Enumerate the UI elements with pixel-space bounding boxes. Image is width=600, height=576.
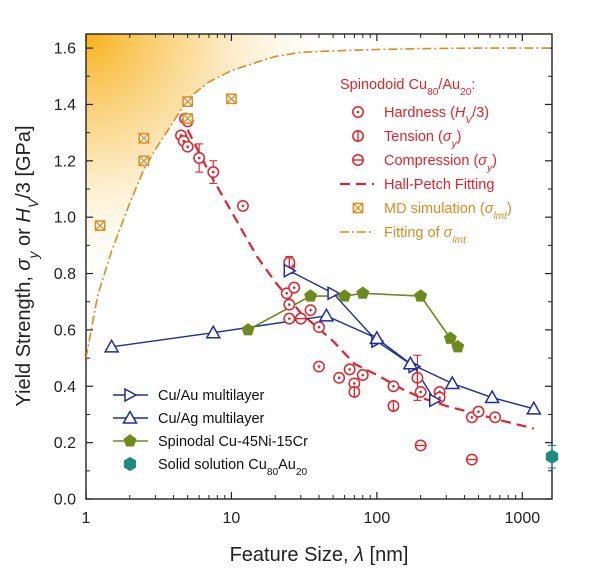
x-tick-label: 100 <box>364 510 391 527</box>
y-tick-label: 0.8 <box>54 266 76 283</box>
md-point <box>138 132 150 144</box>
x-tick-label: 10 <box>223 510 241 527</box>
hardness-point <box>181 140 194 153</box>
tension-point <box>283 256 296 269</box>
tension-point <box>387 400 400 412</box>
y-tick-label: 1.4 <box>54 97 76 114</box>
x-tick-label: 1000 <box>505 510 541 527</box>
hardness-point <box>489 411 502 424</box>
y-tick-label: 0.6 <box>54 322 76 339</box>
legend-label-spinodal: Spinodal Cu-45Ni-15Cr <box>158 434 308 450</box>
cu-ag-point <box>444 375 461 390</box>
hardness-point <box>288 281 301 294</box>
legend-comparison: Cu/Au multilayer Cu/Ag multilayer Spinodal… <box>113 387 308 478</box>
hardness-point <box>313 321 325 334</box>
spinodal-point <box>304 289 318 302</box>
legend-label-compression: Compression (σy) <box>384 153 497 174</box>
spinodal-point <box>443 331 457 344</box>
legend-marker-tension <box>352 130 364 142</box>
spinodal-line <box>247 292 459 348</box>
cu-ag-point <box>103 338 120 353</box>
cu-ag-point <box>369 330 385 345</box>
hardness-point <box>333 371 346 384</box>
hardness-point <box>304 304 317 317</box>
legend-label-tension: Tension (σy) <box>384 129 462 150</box>
legend-label-solid: Solid solution Cu80Au20 <box>158 457 307 478</box>
md-point <box>138 155 150 167</box>
y-tick-label: 1.0 <box>54 210 76 227</box>
cu-ag-point <box>526 400 542 415</box>
hardness-point <box>472 405 485 418</box>
legend-marker-cu-ag <box>122 409 138 424</box>
compression-point <box>465 453 478 466</box>
legend-marker-cu-au <box>124 387 138 403</box>
hardness-point <box>356 369 369 381</box>
legend-marker-spinodal <box>123 434 137 447</box>
legend-label-hall-petch: Hall-Petch Fitting <box>384 177 494 193</box>
md-point <box>182 96 194 107</box>
y-tick-label: 1.2 <box>54 153 76 170</box>
theoretical-limit-region <box>86 34 552 359</box>
hardness-point <box>283 298 296 311</box>
x-axis-title: Feature Size, λ [nm] <box>230 544 409 566</box>
y-tick-label: 0.0 <box>54 492 76 509</box>
cu-ag-point <box>402 355 419 370</box>
compression-point <box>414 439 427 452</box>
tension-point <box>411 371 424 384</box>
cu-au-point <box>283 263 297 278</box>
hardness-point <box>237 199 249 212</box>
hardness-point <box>193 152 206 164</box>
fit-lmt-line <box>86 47 552 359</box>
md-point <box>226 93 237 105</box>
hardness-point <box>313 360 325 373</box>
limit-region-fill <box>86 34 552 359</box>
data-points <box>94 93 559 469</box>
cu-ag-point <box>484 389 500 404</box>
spinodal-point <box>338 289 352 302</box>
legend-marker-md <box>352 202 364 214</box>
cu-ag-line <box>111 315 535 410</box>
cu-au-point <box>429 393 443 408</box>
y-tick-label: 0.4 <box>54 379 76 396</box>
legend-marker-compression <box>352 154 364 166</box>
hardness-point <box>343 363 356 376</box>
y-tick-label: 1.6 <box>54 41 76 58</box>
x-tick-label: 1 <box>82 510 91 527</box>
legend-label-cu-au: Cu/Au multilayer <box>158 388 265 404</box>
md-point <box>182 113 194 124</box>
hall-petch-line <box>186 129 535 430</box>
hardness-point <box>207 166 220 179</box>
compression-point <box>294 312 307 325</box>
spinodal-point <box>241 323 255 336</box>
cu-au-point <box>327 286 341 301</box>
tension-point <box>348 385 361 398</box>
legend-label-hardness: Hardness (HV/3) <box>384 105 489 126</box>
axes <box>85 33 553 500</box>
legend-label-md: MD simulation (σlmt) <box>384 201 512 222</box>
spinodal-point <box>451 340 465 353</box>
cu-ag-point <box>205 324 222 339</box>
legend-marker-hardness <box>352 106 364 118</box>
hardness-point <box>283 312 296 325</box>
legend-marker-solid <box>123 456 137 472</box>
legend-title: Spinodoid Cu80/Au20: <box>340 77 475 98</box>
cu-ag-point <box>318 307 335 322</box>
y-tick-label: 0.2 <box>54 435 76 452</box>
solid-point <box>545 449 559 464</box>
hardness-point <box>387 380 400 393</box>
spinodal-point <box>356 286 370 299</box>
legend-label-cu-ag: Cu/Ag multilayer <box>158 411 265 427</box>
y-axis-title: Yield Strength, σy or HV/3 [GPa] <box>13 125 41 406</box>
tick-labels: 1 10 100 1000 0.0 0.2 0.4 0.6 0.8 1.0 1.2 1.4 1.6 <box>54 41 540 527</box>
hardness-point <box>414 385 427 398</box>
legend-spinodoid: Spinodoid Cu80/Au20: Hardness (HV/3) Tensi… <box>340 77 512 246</box>
legend-label-fit-lmt: Fitting of σlmt <box>384 225 467 246</box>
md-point <box>94 220 106 231</box>
spinodal-point <box>414 289 428 302</box>
